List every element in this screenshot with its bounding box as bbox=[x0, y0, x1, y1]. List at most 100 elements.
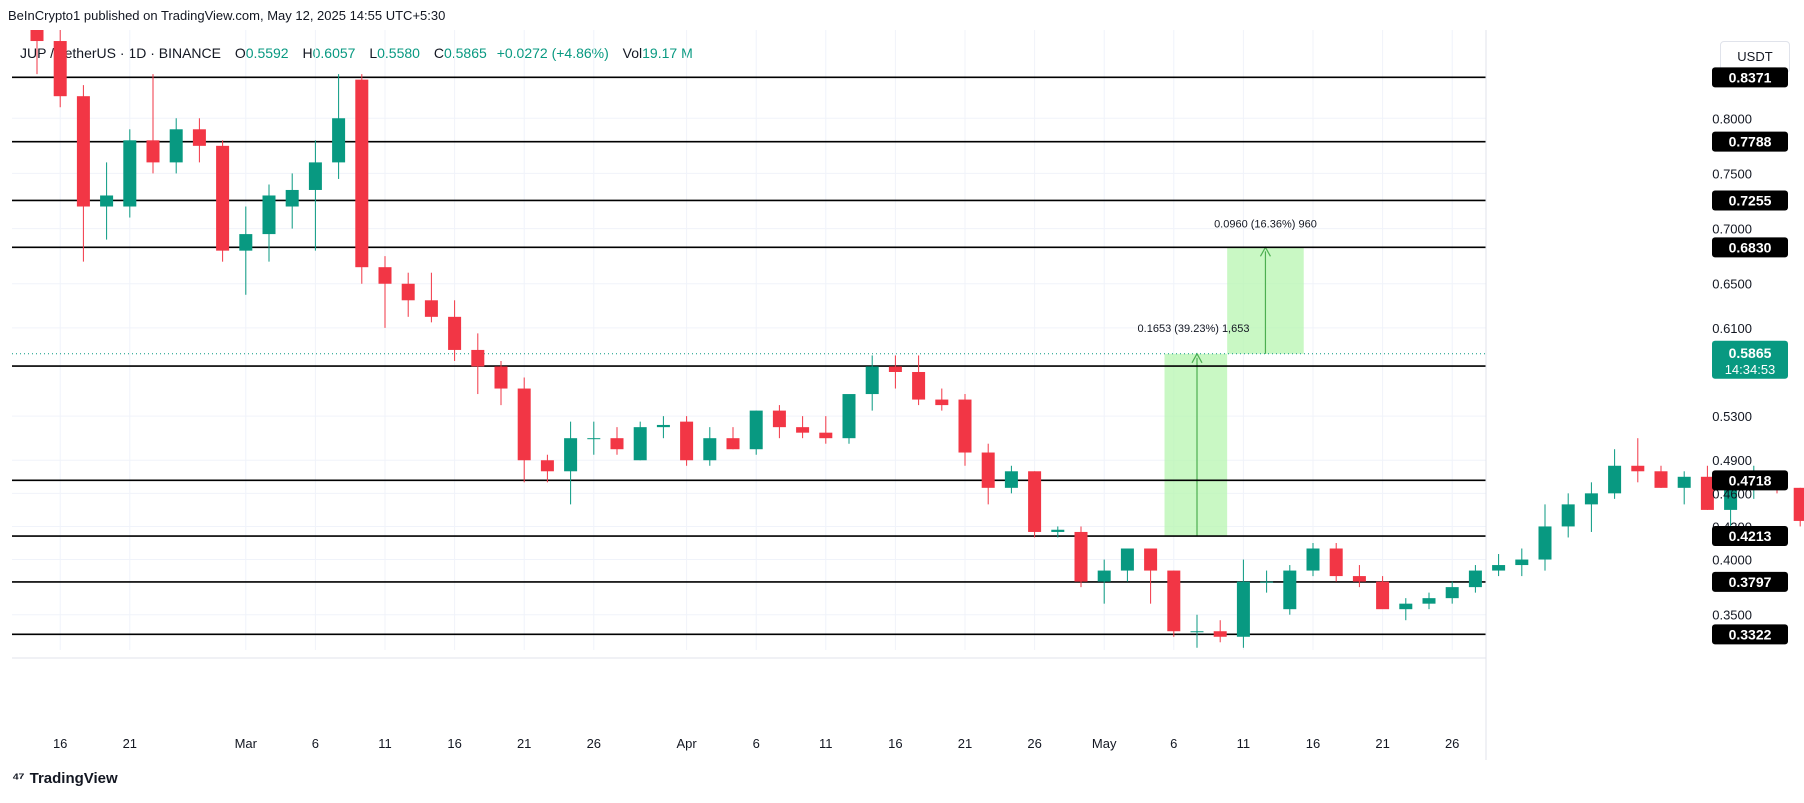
candle-body bbox=[1120, 548, 1134, 571]
y-axis: 0.8000 0.7500 0.7000 0.6500 0.6100 0.5300 0.49… bbox=[1485, 30, 1752, 760]
candle-body bbox=[332, 118, 346, 163]
candle-body bbox=[1654, 471, 1668, 488]
x-tick-label: Apr bbox=[676, 736, 697, 751]
candle-body bbox=[703, 438, 717, 461]
tradingview-logo-icon: ⁴⁷ bbox=[12, 770, 25, 787]
candle-body bbox=[1584, 493, 1598, 505]
candle-body bbox=[1028, 471, 1042, 532]
candle-body bbox=[76, 96, 90, 207]
candle-body bbox=[981, 452, 995, 488]
candle-body bbox=[169, 129, 183, 163]
candle-body bbox=[1631, 465, 1645, 472]
y-tick-label: 0.7500 bbox=[1712, 166, 1752, 181]
candle-body bbox=[192, 129, 206, 146]
x-tick-label: 26 bbox=[1027, 736, 1041, 751]
candle-body bbox=[1538, 526, 1552, 560]
x-tick-label: 21 bbox=[958, 736, 972, 751]
level-badge-label: 0.4213 bbox=[1729, 528, 1772, 544]
candle-body bbox=[1329, 548, 1343, 577]
candle-body bbox=[448, 316, 462, 350]
candle-body bbox=[958, 399, 972, 453]
x-tick-label: 11 bbox=[378, 736, 392, 751]
candle-body bbox=[1190, 631, 1204, 633]
level-badge bbox=[1712, 190, 1788, 211]
candle-body bbox=[1445, 587, 1459, 599]
candle-body bbox=[1236, 581, 1250, 637]
x-tick-label: 16 bbox=[53, 736, 67, 751]
footer-brand: ⁴⁷ TradingView bbox=[12, 770, 118, 787]
volume-label: Vol bbox=[622, 45, 643, 61]
level-badges: 0.83710.77880.72550.68300.57540.47180.42… bbox=[1712, 67, 1788, 645]
candle-body bbox=[1492, 565, 1506, 571]
candle-body bbox=[1700, 476, 1714, 510]
volume-value: 19.17 M bbox=[642, 45, 693, 61]
candle-body bbox=[401, 283, 415, 301]
open-label: O bbox=[234, 45, 246, 61]
x-tick-label: 11 bbox=[819, 736, 833, 751]
level-badge bbox=[1712, 470, 1788, 491]
publisher-credit: BeInCrypto1 published on TradingView.com… bbox=[8, 8, 446, 23]
candle-body bbox=[1724, 487, 1738, 510]
y-tick-label: 0.7000 bbox=[1712, 222, 1752, 237]
target-label: 0.0960 (16.36%) 960 bbox=[1214, 218, 1317, 230]
candle-body bbox=[1051, 529, 1065, 532]
candle-body bbox=[1608, 465, 1622, 494]
y-tick-label: 0.4900 bbox=[1712, 453, 1752, 468]
level-badge bbox=[1712, 67, 1788, 88]
candle-body bbox=[540, 460, 554, 472]
candle-body bbox=[146, 140, 160, 163]
candle-body bbox=[796, 427, 810, 433]
symbol-name[interactable]: JUP / TetherUS · 1D · BINANCE bbox=[20, 45, 221, 61]
x-tick-label: 16 bbox=[447, 736, 461, 751]
level-badge bbox=[1712, 131, 1788, 152]
candle-body bbox=[1283, 570, 1297, 610]
x-tick-label: 16 bbox=[888, 736, 902, 751]
candle-body bbox=[285, 189, 299, 207]
candle-body bbox=[935, 399, 949, 406]
level-badge-label: 0.7788 bbox=[1729, 134, 1772, 150]
x-axis: 16 21 Mar 6 11 16 21 26 Apr 6 11 16 21 26 May 6 11 16 21 26 bbox=[12, 657, 1486, 751]
candle-body bbox=[216, 145, 230, 251]
candle-body bbox=[1376, 581, 1390, 610]
x-tick-label: 11 bbox=[1237, 736, 1251, 751]
footer-brand-label: TradingView bbox=[29, 770, 118, 787]
candle-body bbox=[53, 41, 67, 97]
x-tick-label: 26 bbox=[1445, 736, 1459, 751]
change-value: +0.0272 (+4.86%) bbox=[496, 45, 609, 61]
measure-label: 0.1653 (39.23%) 1,653 bbox=[1138, 323, 1250, 335]
candle-body bbox=[517, 388, 531, 461]
candle-body bbox=[1422, 598, 1436, 604]
x-tick-label: 21 bbox=[517, 736, 531, 751]
close-label: C bbox=[433, 45, 444, 61]
candle-body bbox=[633, 427, 647, 461]
level-badge bbox=[1712, 624, 1788, 645]
low-value: 0.5580 bbox=[377, 45, 420, 61]
candle-body bbox=[1468, 570, 1482, 588]
candle-body bbox=[610, 438, 624, 450]
high-value: 0.6057 bbox=[312, 45, 356, 61]
current-price-label: 0.5865 bbox=[1729, 345, 1772, 361]
countdown-label: 14:34:53 bbox=[1725, 362, 1776, 377]
candle-body bbox=[1004, 471, 1018, 488]
candle-body bbox=[842, 394, 856, 439]
x-tick-label: 21 bbox=[123, 736, 137, 751]
level-badge-label: 0.4718 bbox=[1729, 472, 1772, 488]
candle-body bbox=[1167, 570, 1181, 632]
x-tick-label: Mar bbox=[235, 736, 258, 751]
candle-body bbox=[494, 366, 508, 389]
candle-body bbox=[726, 438, 740, 450]
y-tick-label: 0.4000 bbox=[1712, 553, 1752, 568]
open-value: 0.5592 bbox=[245, 45, 289, 61]
candle-body bbox=[355, 79, 369, 268]
candle-body bbox=[378, 267, 392, 284]
y-tick-label: 0.6100 bbox=[1712, 321, 1752, 336]
candles bbox=[30, 30, 1804, 648]
candle-body bbox=[1144, 548, 1158, 571]
level-badge-label: 0.8371 bbox=[1729, 69, 1772, 85]
x-tick-label: 6 bbox=[753, 736, 760, 751]
y-tick-label: 0.3500 bbox=[1712, 608, 1752, 623]
support-resistance-lines bbox=[12, 76, 1486, 636]
low-label: L bbox=[369, 45, 378, 61]
measure-box-up bbox=[1164, 353, 1228, 537]
